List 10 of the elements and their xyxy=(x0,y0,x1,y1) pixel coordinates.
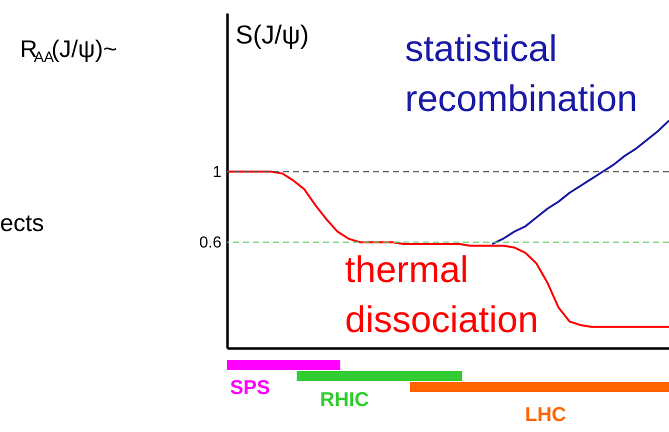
y-tick-label: 1 xyxy=(212,164,222,182)
text: SPS xyxy=(230,377,270,399)
text: RHIC xyxy=(320,389,369,411)
y-axis-title: S(J/ψ) xyxy=(236,20,309,50)
series-label: statistical recombination xyxy=(405,28,638,119)
y-tick-label: 0.6 xyxy=(199,234,222,252)
text: LHC xyxy=(525,404,566,426)
series-label: thermal dissociation xyxy=(345,249,538,340)
line-series xyxy=(491,120,669,245)
text: ects xyxy=(0,210,44,237)
